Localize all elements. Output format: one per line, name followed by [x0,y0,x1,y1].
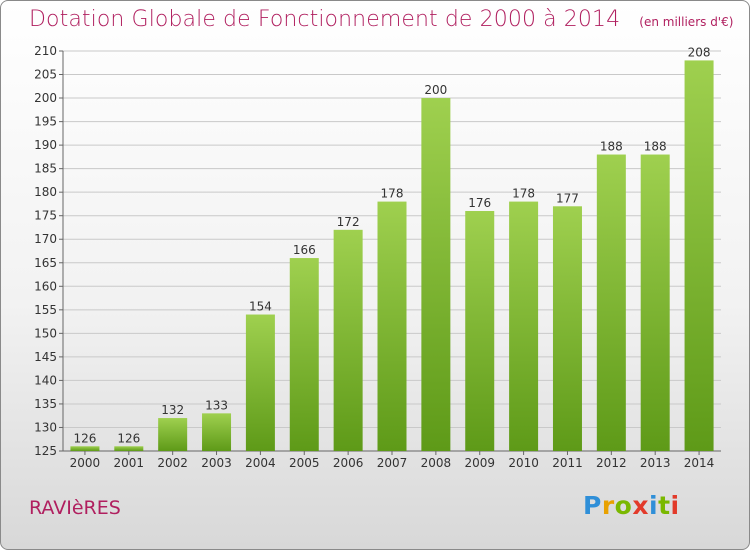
y-tick-label: 145 [34,350,57,364]
x-tick-label-2010: 2010 [508,456,539,470]
y-tick-label: 205 [34,68,57,82]
x-tick-label-2006: 2006 [333,456,364,470]
value-label-2005: 166 [293,243,316,257]
labels: 125 130 135 140 145 150 155 160 165 170 175 180 185 1… [34,44,714,470]
bar-2000 [70,446,100,451]
y-tick-label: 165 [34,256,57,270]
y-tick-label: 190 [34,138,57,152]
bar-2012 [596,154,626,451]
proxiti-logo: Proxiti [583,491,680,520]
x-tick-label-2000: 2000 [70,456,101,470]
bar-2004 [245,314,275,451]
chart-title: Dotation Globale de Fonctionnement de 20… [29,7,621,32]
value-label-2011: 177 [556,191,579,205]
x-tick-label-2007: 2007 [377,456,408,470]
x-tick-label-2005: 2005 [289,456,320,470]
value-label-2008: 200 [424,83,447,97]
y-tick-label: 160 [34,279,57,293]
value-label-2002: 132 [161,403,184,417]
bar-2013 [640,154,670,451]
bar-2002 [158,418,188,451]
x-tick-label-2001: 2001 [114,456,145,470]
y-tick-label: 170 [34,232,57,246]
bar-2011 [552,206,582,451]
bar-2007 [377,201,407,451]
value-label-2004: 154 [249,300,272,314]
x-tick-label-2014: 2014 [684,456,715,470]
y-tick-label: 210 [34,44,57,58]
value-label-2007: 178 [381,187,404,201]
y-tick-label: 140 [34,373,57,387]
bar-2008 [421,98,451,451]
chart-unit: (en milliers d'€) [639,15,734,29]
y-tick-label: 150 [34,326,57,340]
y-tick-label: 155 [34,303,57,317]
bar-2003 [202,413,232,451]
value-label-2010: 178 [512,187,535,201]
bar-2001 [114,446,144,451]
x-tick-label-2013: 2013 [640,456,671,470]
x-tick-label-2012: 2012 [596,456,627,470]
value-label-2014: 208 [688,45,711,59]
bar-2006 [333,229,363,451]
y-tick-label: 180 [34,185,57,199]
value-label-2006: 172 [337,215,360,229]
y-tick-label: 135 [34,397,57,411]
value-label-2009: 176 [468,196,491,210]
y-tick-label: 195 [34,115,57,129]
bars [70,60,714,451]
bar-2009 [465,211,495,451]
bar-2014 [684,60,714,451]
value-label-2003: 133 [205,398,228,412]
bar-2010 [509,201,539,451]
chart-title-block: Dotation Globale de Fonctionnement de 20… [29,7,733,32]
y-tick-label: 185 [34,162,57,176]
y-tick-label: 175 [34,209,57,223]
value-label-2012: 188 [600,140,623,154]
x-tick-label-2004: 2004 [245,456,276,470]
x-tick-label-2011: 2011 [552,456,583,470]
y-tick-label: 130 [34,420,57,434]
x-tick-label-2003: 2003 [201,456,232,470]
x-tick-label-2002: 2002 [157,456,188,470]
bar-2005 [289,258,319,451]
y-tick-label: 200 [34,91,57,105]
y-tick-label: 125 [34,444,57,458]
value-label-2000: 126 [73,431,96,445]
value-label-2001: 126 [117,431,140,445]
x-tick-label-2009: 2009 [464,456,495,470]
value-label-2013: 188 [644,140,667,154]
x-tick-label-2008: 2008 [421,456,452,470]
commune-name: RAVIèRES [29,497,121,519]
